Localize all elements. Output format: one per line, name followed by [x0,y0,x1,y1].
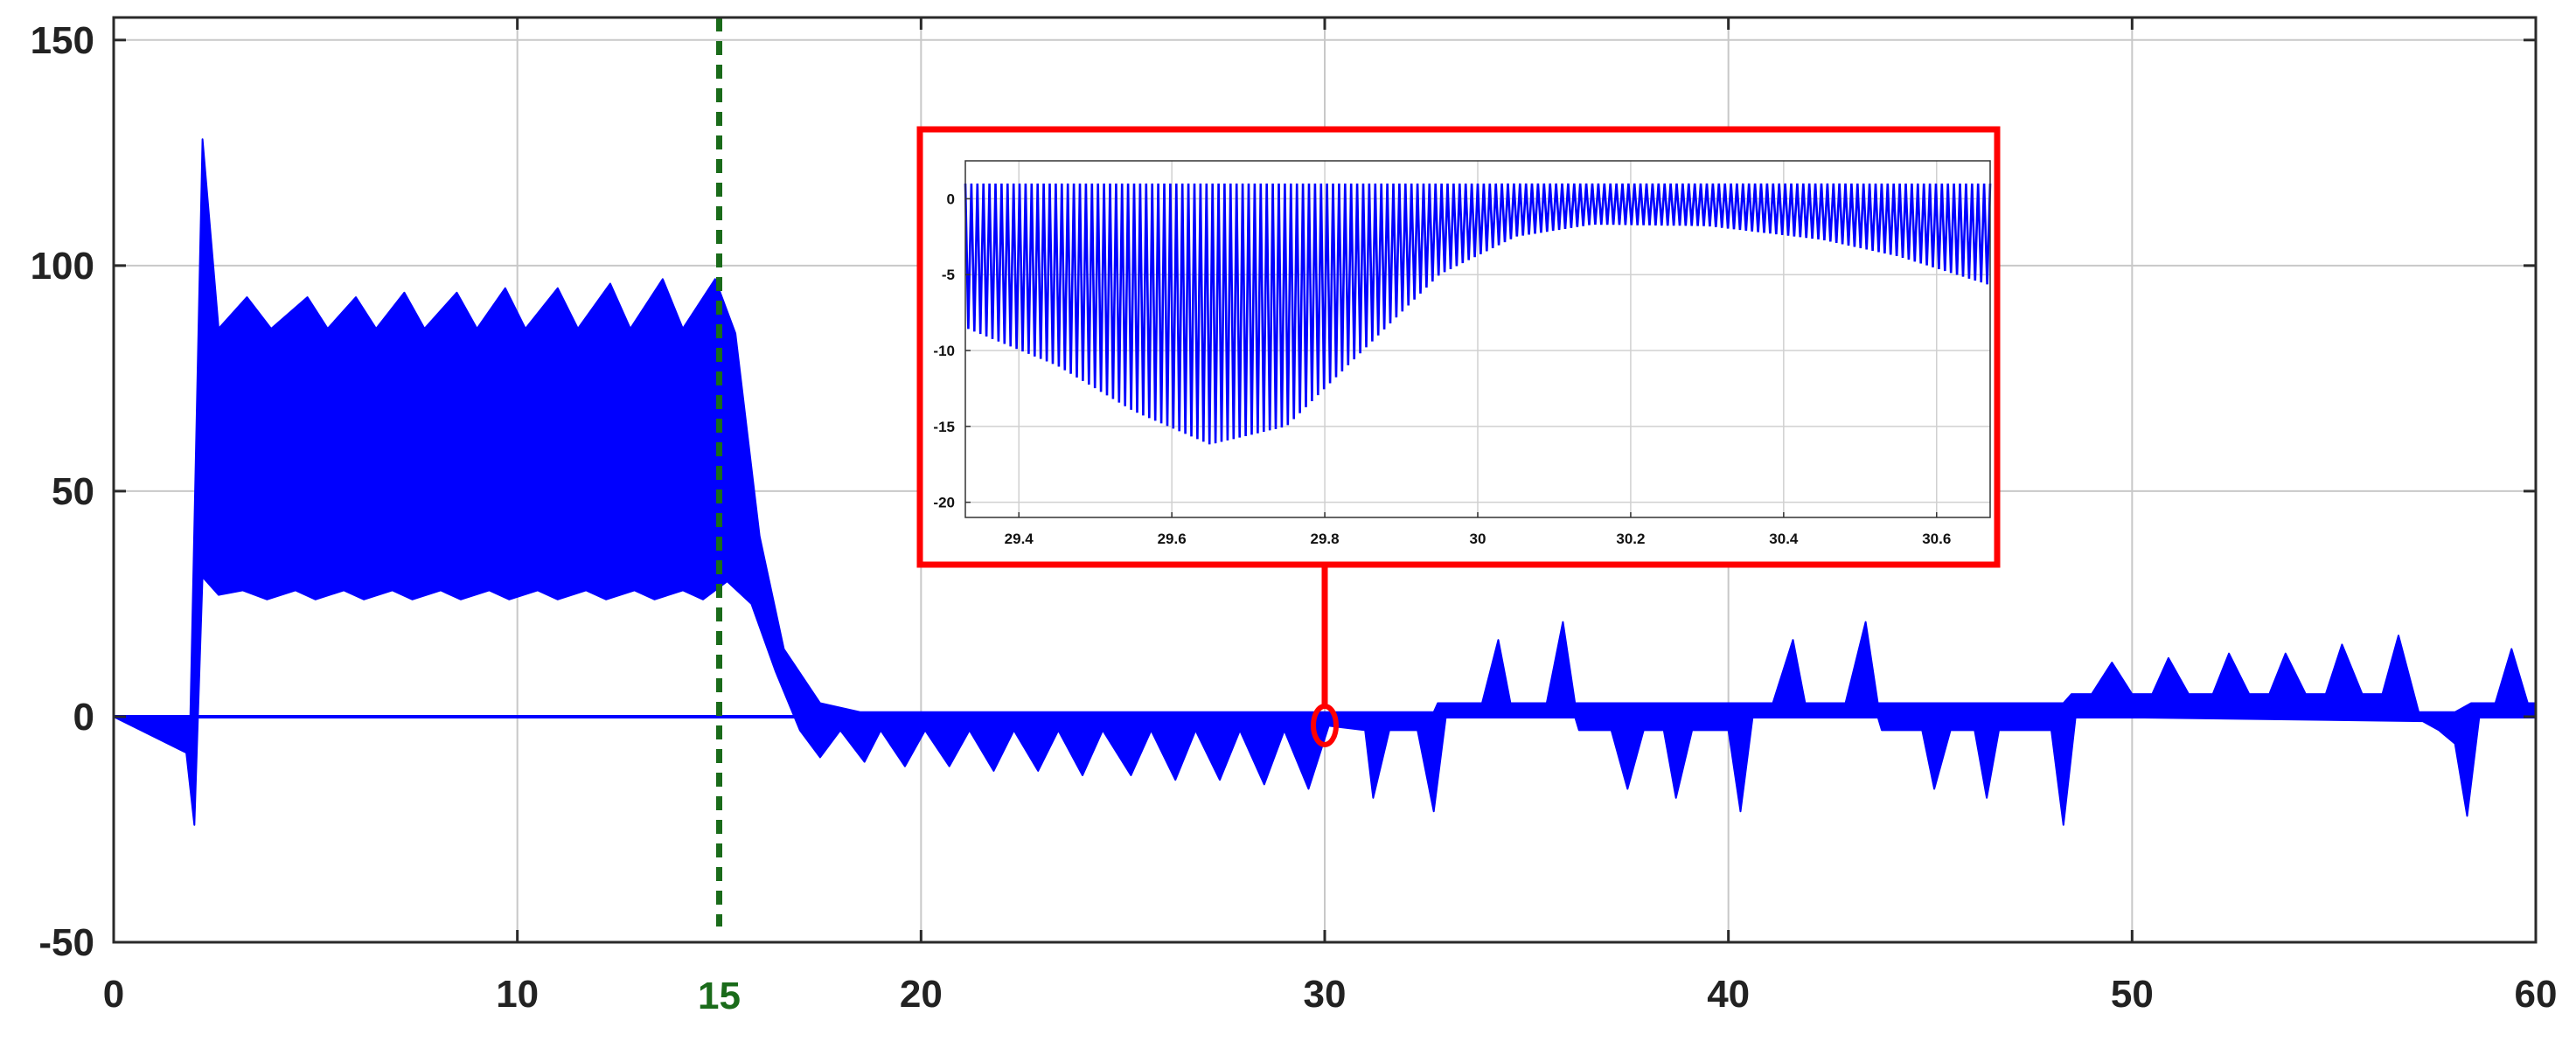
inset-signal [964,183,1992,445]
y-tick-label: 0 [73,696,94,739]
inset-y-tick-label: 0 [947,191,955,207]
main-annotations: 15 [698,17,1339,1017]
y-tick-label: 50 [52,470,94,513]
x-tick-label: 20 [900,973,943,1016]
inset-border [916,126,2001,568]
inset-y-tick-label: -5 [942,267,955,283]
inset-x-tick-label: 30.4 [1769,531,1799,547]
x-tick-label: 30 [1304,973,1347,1016]
marker-line-label: 15 [698,975,741,1017]
inset-x-tick-label: 29.6 [1158,531,1187,547]
x-tick-label: 60 [2515,973,2558,1016]
x-tick-label: 10 [496,973,539,1016]
y-tick-label: 100 [31,245,94,288]
inset-x-tick-label: 30.2 [1616,531,1645,547]
inset-x-tick-label: 29.4 [1005,531,1034,547]
inset-x-tick-label: 30.6 [1922,531,1951,547]
inset-y-tick-label: -15 [933,419,955,435]
x-tick-label: 40 [1707,973,1750,1016]
x-tick-label: 0 [103,973,124,1016]
inset-x-tick-label: 29.8 [1311,531,1340,547]
x-tick-label: 50 [2111,973,2154,1016]
zoom-region-marker [1311,703,1339,747]
inset-y-tick-label: -20 [933,495,955,511]
zoom-inset: 29.4 29.6 29.8 30 30.2 30.4 30.6 0 -5 -10 -15 -20 [916,126,2001,705]
y-tick-label: 150 [31,19,94,62]
inset-y-tick-label: -10 [933,343,955,359]
y-tick-label: -50 [38,921,94,964]
inset-x-tick-label: 30 [1470,531,1486,547]
